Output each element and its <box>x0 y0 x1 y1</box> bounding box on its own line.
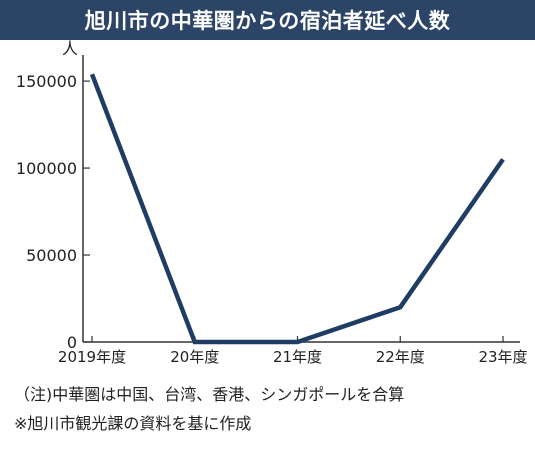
y-tick-label: 0 <box>67 333 77 352</box>
chart-title: 旭川市の中華圏からの宿泊者延べ人数 <box>84 9 451 33</box>
x-tick-label: 2019年度 <box>58 348 126 366</box>
note-line-2: ※旭川市観光課の資料を基に作成 <box>14 414 252 433</box>
x-tick-label: 22年度 <box>376 348 425 366</box>
note-line-1: （注)中華圏は中国、台湾、香港、シンガポールを合算 <box>14 385 405 404</box>
y-tick-label: 100000 <box>16 159 77 178</box>
chart-title-bar: 旭川市の中華圏からの宿泊者延べ人数 <box>0 0 535 40</box>
x-tick-label: 23年度 <box>478 348 527 366</box>
line-chart: 0 50000 100000 150000 人 2019年度 20年度 21年度 22年度 23年… <box>16 40 528 366</box>
chart-notes: （注)中華圏は中国、台湾、香港、シンガポールを合算 ※旭川市観光課の資料を基に作… <box>14 380 404 438</box>
y-tick-label: 50000 <box>26 246 77 265</box>
x-tick-label: 21年度 <box>273 348 322 366</box>
series-line <box>89 73 505 345</box>
y-axis-label: 人 <box>62 40 78 58</box>
x-tick-label: 20年度 <box>170 348 219 366</box>
y-tick-label: 150000 <box>16 72 77 91</box>
